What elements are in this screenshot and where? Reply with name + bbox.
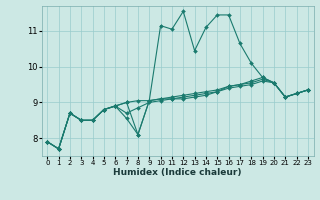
X-axis label: Humidex (Indice chaleur): Humidex (Indice chaleur)	[113, 168, 242, 177]
